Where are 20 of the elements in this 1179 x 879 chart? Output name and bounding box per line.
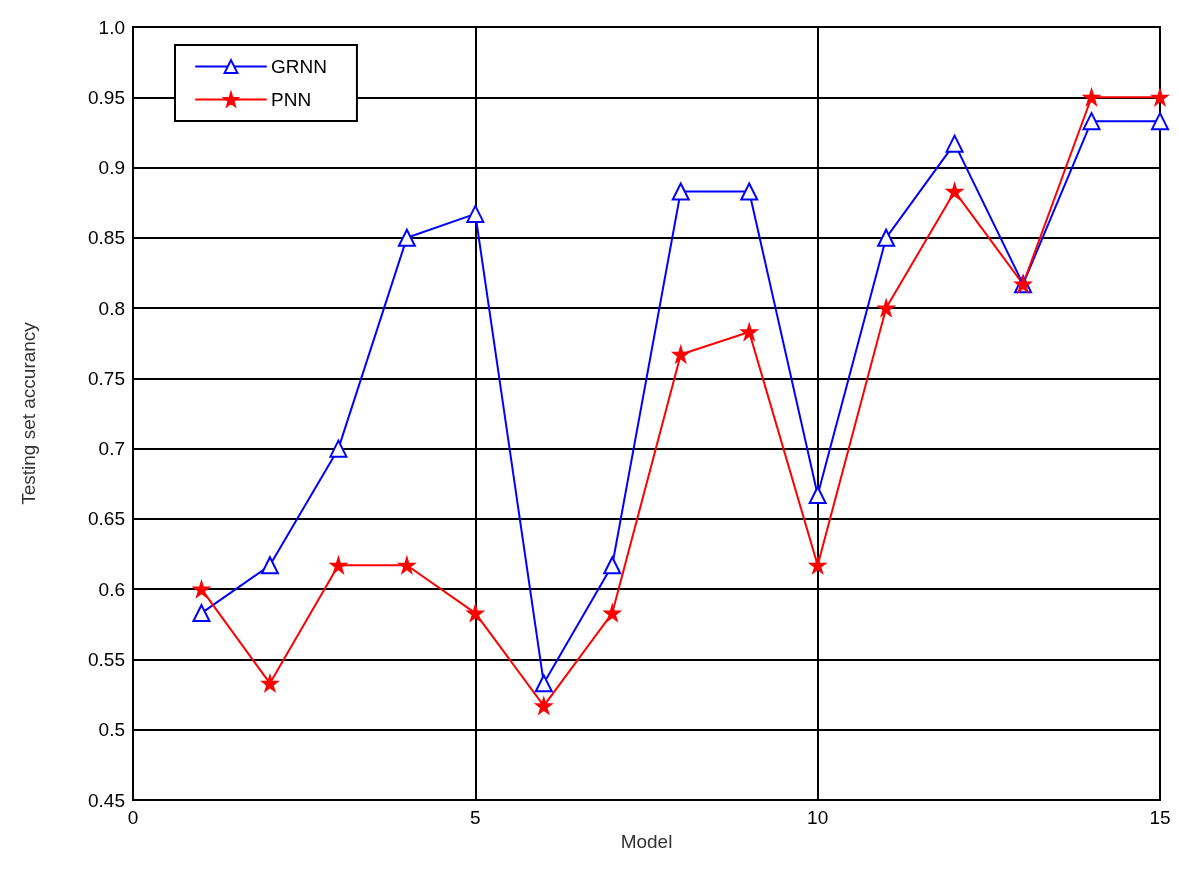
y-tick-label: 0.6 — [98, 578, 125, 600]
x-tick-label: 0 — [127, 807, 139, 828]
legend-label: GRNN — [271, 56, 327, 77]
y-tick-label: 0.8 — [98, 297, 125, 319]
y-tick-label: 0.55 — [88, 648, 125, 670]
y-tick-label: 0.75 — [88, 367, 125, 389]
x-tick-label: 15 — [1149, 807, 1171, 828]
x-axis-title: Model — [620, 830, 673, 852]
y-tick-label: 0.65 — [88, 508, 125, 530]
y-tick-label: 0.85 — [88, 227, 125, 249]
y-tick-label: 0.5 — [98, 719, 125, 741]
legend-label: PNN — [271, 89, 312, 110]
y-tick-label: 0.7 — [98, 438, 125, 460]
x-tick-label: 10 — [807, 807, 829, 828]
y-tick-label: 1.0 — [98, 16, 125, 38]
y-axis-title: Testing set accurancy — [18, 321, 39, 505]
y-tick-label: 0.9 — [98, 157, 125, 179]
x-tick-label: 5 — [470, 807, 481, 828]
y-tick-label: 0.95 — [88, 86, 125, 108]
y-tick-label: 0.45 — [88, 789, 125, 811]
